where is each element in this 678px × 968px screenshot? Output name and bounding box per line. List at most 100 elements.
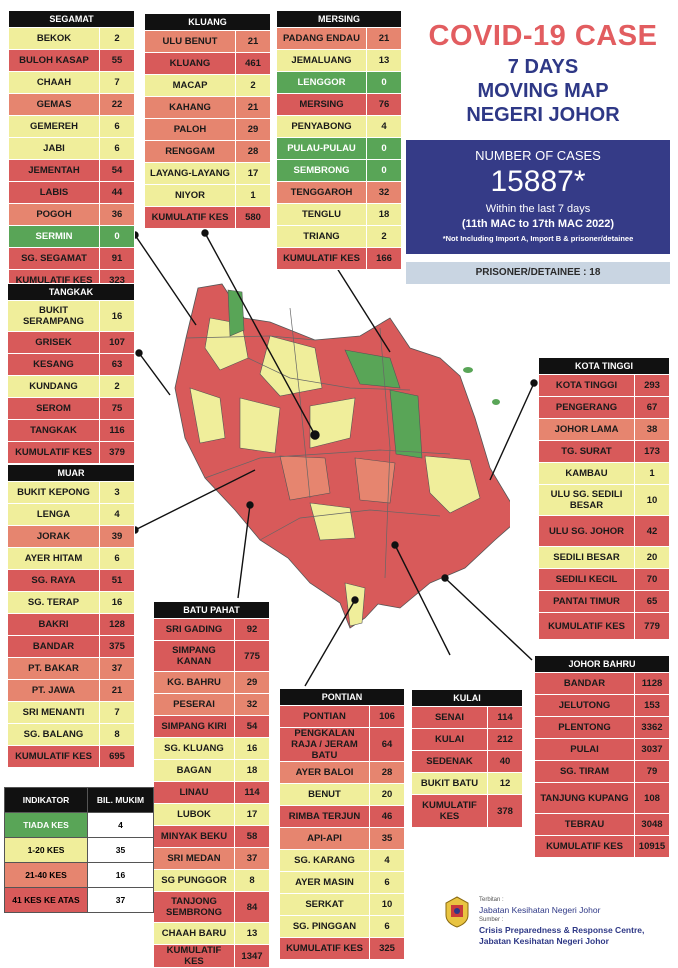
table-row: BAGAN 18 — [153, 759, 270, 782]
legend-label: 1-20 KES — [4, 837, 88, 863]
table-row: SERMIN 0 — [8, 225, 135, 248]
table-row: AYER MASIN 6 — [279, 871, 405, 894]
case-count: 28 — [235, 140, 271, 163]
case-count: 46 — [369, 805, 405, 828]
mukim-name: SIMPANG KANAN — [153, 640, 235, 672]
table-row: KLUANG 461 — [144, 52, 271, 75]
table-row: TEBRAU 3048 — [534, 813, 670, 836]
table-row: KAMBAU 1 — [538, 462, 670, 485]
mukim-name: PT. BAKAR — [7, 657, 100, 680]
case-count: 7 — [99, 71, 135, 94]
region-orange-1 — [279, 455, 331, 501]
table-row: SG. KARANG 4 — [279, 849, 405, 872]
case-count: 21 — [235, 30, 271, 53]
case-count: 65 — [634, 590, 670, 613]
mukim-name: ULU BENUT — [144, 30, 236, 53]
table-row: NIYOR 1 — [144, 184, 271, 207]
mukim-name: PENGKALAN RAJA / JERAM BATU — [279, 727, 370, 762]
table-row: KUMULATIF KES 779 — [538, 612, 670, 640]
case-count: 37 — [234, 847, 270, 870]
mukim-name: KAMBAU — [538, 462, 635, 485]
mukim-name: LINAU — [153, 781, 235, 804]
mukim-name: PULAI — [534, 738, 635, 761]
mukim-name: GEMAS — [8, 93, 100, 116]
summary-box: NUMBER OF CASES 15887* Within the last 7… — [406, 140, 670, 254]
footer-source-1: Crisis Preparedness & Response Centre, — [479, 925, 645, 935]
case-count: 4 — [366, 115, 402, 138]
case-count: 79 — [634, 760, 670, 783]
mukim-name: JEMENTAH — [8, 159, 100, 182]
region-green-3 — [389, 389, 423, 459]
table-row: PENGERANG 67 — [538, 396, 670, 419]
case-count: 20 — [369, 783, 405, 806]
mukim-name: SRI MEDAN — [153, 847, 235, 870]
table-row: KAHANG 21 — [144, 96, 271, 119]
table-row: KUMULATIF KES 10915 — [534, 835, 670, 858]
region-green-2 — [344, 349, 401, 389]
case-count: 1 — [235, 184, 271, 207]
mukim-name: PULAU-PULAU — [276, 137, 367, 160]
mukim-name: BENUT — [279, 783, 370, 806]
region-yellow-6 — [309, 502, 356, 541]
mukim-name: KUNDANG — [7, 375, 100, 398]
case-count: 10 — [369, 893, 405, 916]
table-row: BANDAR 1128 — [534, 672, 670, 695]
case-count: 580 — [235, 206, 271, 229]
table-row: SG. BALANG 8 — [7, 723, 135, 746]
table-row: SRI MEDAN 37 — [153, 847, 270, 870]
mukim-name: BANDAR — [534, 672, 635, 695]
mukim-name: MERSING — [276, 93, 367, 116]
mukim-name: KUMULATIF KES — [279, 937, 370, 960]
case-count: 0 — [366, 159, 402, 182]
table-row: SEROM 75 — [7, 397, 135, 420]
mukim-name: KUMULATIF KES — [144, 206, 236, 229]
table-row: BUKIT SERAMPANG 16 — [7, 300, 135, 332]
table-row: SIMPANG KIRI 54 — [153, 715, 270, 738]
legend-label: TIADA KES — [4, 812, 88, 838]
table-row: SG. RAYA 51 — [7, 569, 135, 592]
mukim-name: TEBRAU — [534, 813, 635, 836]
footer-sumber-label: Sumber : — [479, 917, 504, 923]
mukim-name: CHAAH — [8, 71, 100, 94]
case-count: 6 — [99, 115, 135, 138]
mukim-name: TANJUNG KUPANG — [534, 782, 635, 814]
legend-value: 4 — [87, 812, 154, 838]
table-row: PENYABONG 4 — [276, 115, 402, 138]
table-row: KESANG 63 — [7, 353, 135, 376]
case-count: 166 — [366, 247, 402, 270]
table-row: AYER BALOI 28 — [279, 761, 405, 784]
table-row: PULAU-PULAU 0 — [276, 137, 402, 160]
table-kotatinggi: KOTA TINGGI KOTA TINGGI 293 PENGERANG 67 JOHO… — [538, 357, 670, 640]
mukim-name: SEDILI BESAR — [538, 546, 635, 569]
table-row: POGOH 36 — [8, 203, 135, 226]
case-count: 21 — [99, 679, 135, 702]
table-row: PONTIAN 106 — [279, 705, 405, 728]
mukim-name: PT. JAWA — [7, 679, 100, 702]
mukim-name: LENGGOR — [276, 71, 367, 94]
case-count: 6 — [369, 915, 405, 938]
case-count: 107 — [99, 331, 135, 354]
district-title: KULAI — [411, 689, 523, 707]
mukim-name: BUKIT SERAMPANG — [7, 300, 100, 332]
mukim-name: MINYAK BEKU — [153, 825, 235, 848]
table-row: KUMULATIF KES 166 — [276, 247, 402, 270]
case-count: 32 — [366, 181, 402, 204]
mukim-name: BUKIT KEPONG — [7, 481, 100, 504]
case-count: 29 — [234, 671, 270, 694]
table-row: KUMULATIF KES 378 — [411, 794, 523, 828]
case-count: 1128 — [634, 672, 670, 695]
case-count: 58 — [234, 825, 270, 848]
mukim-name: SG. RAYA — [7, 569, 100, 592]
table-row: CHAAH BARU 13 — [153, 922, 270, 945]
mukim-name: SG PUNGGOR — [153, 869, 235, 892]
case-count: 20 — [634, 546, 670, 569]
case-count: 91 — [99, 247, 135, 270]
case-count: 55 — [99, 49, 135, 72]
case-count: 64 — [369, 727, 405, 762]
legend-label: 21-40 KES — [4, 862, 88, 888]
case-count: 13 — [234, 922, 270, 945]
case-count: 37 — [99, 657, 135, 680]
case-count: 28 — [369, 761, 405, 784]
mukim-name: KUMULATIF KES — [538, 612, 635, 640]
table-row: JOHOR LAMA 38 — [538, 418, 670, 441]
